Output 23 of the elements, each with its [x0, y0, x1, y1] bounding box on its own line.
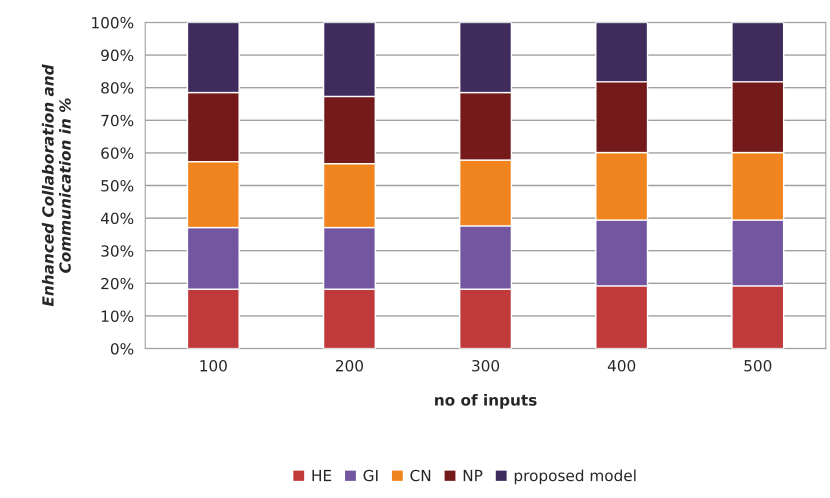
x-tick-label: 200	[336, 360, 363, 372]
y-tick-label: 30%	[101, 245, 134, 257]
y-tick-label: 0%	[110, 343, 134, 355]
y-tick-label: 20%	[101, 278, 134, 290]
y-tick-label: 90%	[101, 49, 134, 62]
legend-label: HE	[312, 470, 332, 482]
y-tick-label: 60%	[101, 147, 134, 159]
legend-label: NP	[464, 470, 482, 482]
legend-label: GI	[364, 470, 378, 482]
x-tick-label: 400	[608, 360, 636, 372]
legend-label: proposed model	[514, 469, 636, 484]
y-tick-label: 50%	[101, 180, 134, 192]
y-tick-label: 100%	[92, 16, 134, 28]
y-tick-label: 70%	[101, 114, 134, 126]
legend-label: CN	[410, 470, 430, 482]
y-tick-label: 80%	[101, 82, 134, 94]
y-tick-label: 10%	[102, 310, 134, 322]
y-axis-title: Enhanced Collaboration and Communication in %	[42, 64, 71, 306]
x-tick-label: 500	[744, 360, 772, 372]
x-axis-title: no of inputs	[435, 394, 537, 409]
y-tick-label: 40%	[100, 212, 134, 224]
x-tick-label: 100	[200, 360, 227, 372]
x-tick-label: 300	[472, 360, 500, 372]
